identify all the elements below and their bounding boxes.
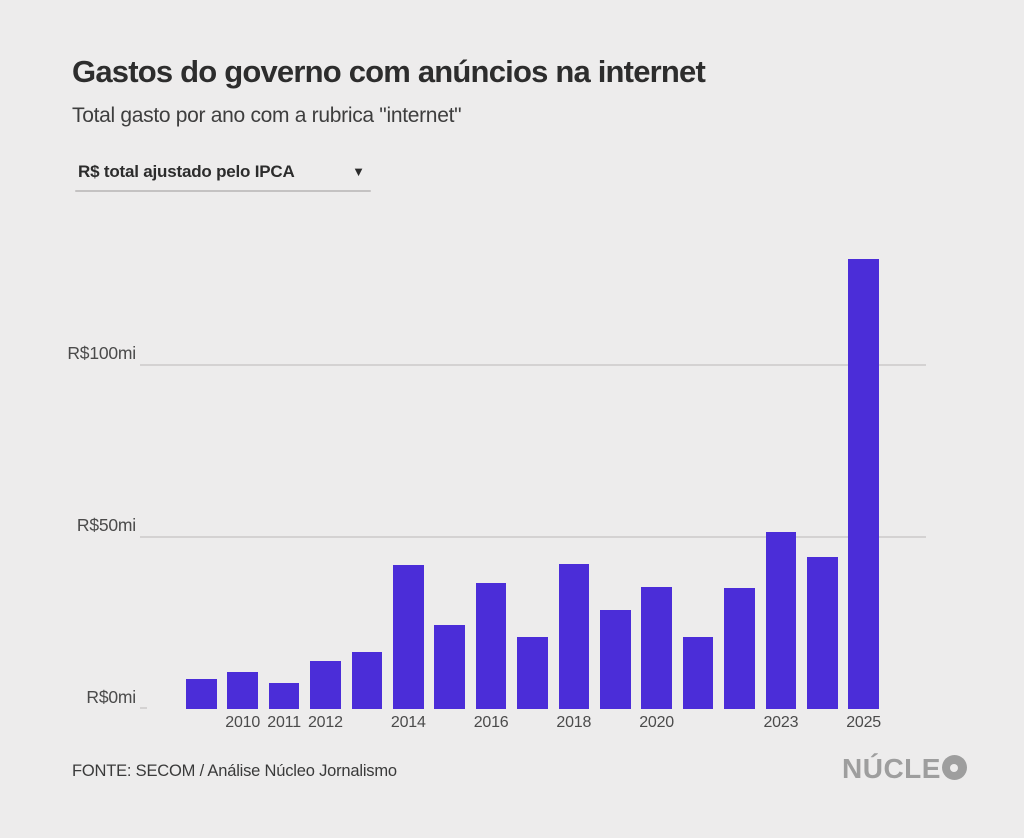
bar-2014[interactable] xyxy=(393,564,424,709)
bar-2020[interactable] xyxy=(641,586,672,709)
x-axis-label-2014: 2014 xyxy=(390,714,426,731)
bar-2017[interactable] xyxy=(517,637,548,709)
x-axis-label-2020: 2020 xyxy=(639,714,674,731)
x-axis-label-2016: 2016 xyxy=(473,714,509,731)
bar-2013[interactable] xyxy=(351,651,383,709)
bar-2012[interactable] xyxy=(310,660,341,709)
metric-dropdown-selected: R$ total ajustado pelo IPCA xyxy=(78,162,295,181)
nucleo-logo-o-icon xyxy=(941,755,967,780)
nucleo-logo: NÚCLE xyxy=(842,753,967,785)
y-axis-zero-tick xyxy=(140,707,147,709)
chart-title: Gastos do governo com anúncios na intern… xyxy=(72,54,706,89)
bar-2023[interactable] xyxy=(765,531,797,709)
gridline-100mi xyxy=(140,364,926,366)
source-text: FONTE: SECOM / Análise Núcleo Jornalismo xyxy=(72,762,397,780)
bar-2021[interactable] xyxy=(682,637,714,709)
bar-2025[interactable] xyxy=(848,259,879,709)
x-axis-label-2018: 2018 xyxy=(556,714,592,731)
x-axis-label-2011: 2011 xyxy=(267,714,301,731)
metric-dropdown[interactable]: R$ total ajustado pelo IPCA ▼ xyxy=(75,158,371,192)
x-axis-label-2023: 2023 xyxy=(763,714,799,731)
bar-2024[interactable] xyxy=(807,557,838,709)
x-axis-label-2025: 2025 xyxy=(846,714,881,731)
nucleo-logo-text: NÚCLE xyxy=(842,753,941,784)
y-axis-label-50mi: R$50mi xyxy=(76,515,136,535)
dropdown-underline xyxy=(75,190,371,192)
bar-2010[interactable] xyxy=(227,671,258,709)
x-axis-label-2010: 2010 xyxy=(225,714,261,731)
bar-2016[interactable] xyxy=(475,583,507,709)
gridline-50mi xyxy=(140,536,926,538)
bar-2011[interactable] xyxy=(268,682,300,709)
bar-2018[interactable] xyxy=(558,563,590,709)
bar-2019[interactable] xyxy=(600,609,631,709)
bar-2022[interactable] xyxy=(724,587,755,709)
x-axis-label-2012: 2012 xyxy=(307,714,343,731)
chevron-down-icon: ▼ xyxy=(352,164,365,179)
y-axis-label-100mi: R$100mi xyxy=(67,343,136,363)
bar-2009[interactable] xyxy=(186,679,217,709)
bar-2015[interactable] xyxy=(434,625,465,709)
y-axis-label-0mi: R$0mi xyxy=(86,687,136,707)
chart-subtitle: Total gasto por ano com a rubrica "inter… xyxy=(72,104,462,127)
